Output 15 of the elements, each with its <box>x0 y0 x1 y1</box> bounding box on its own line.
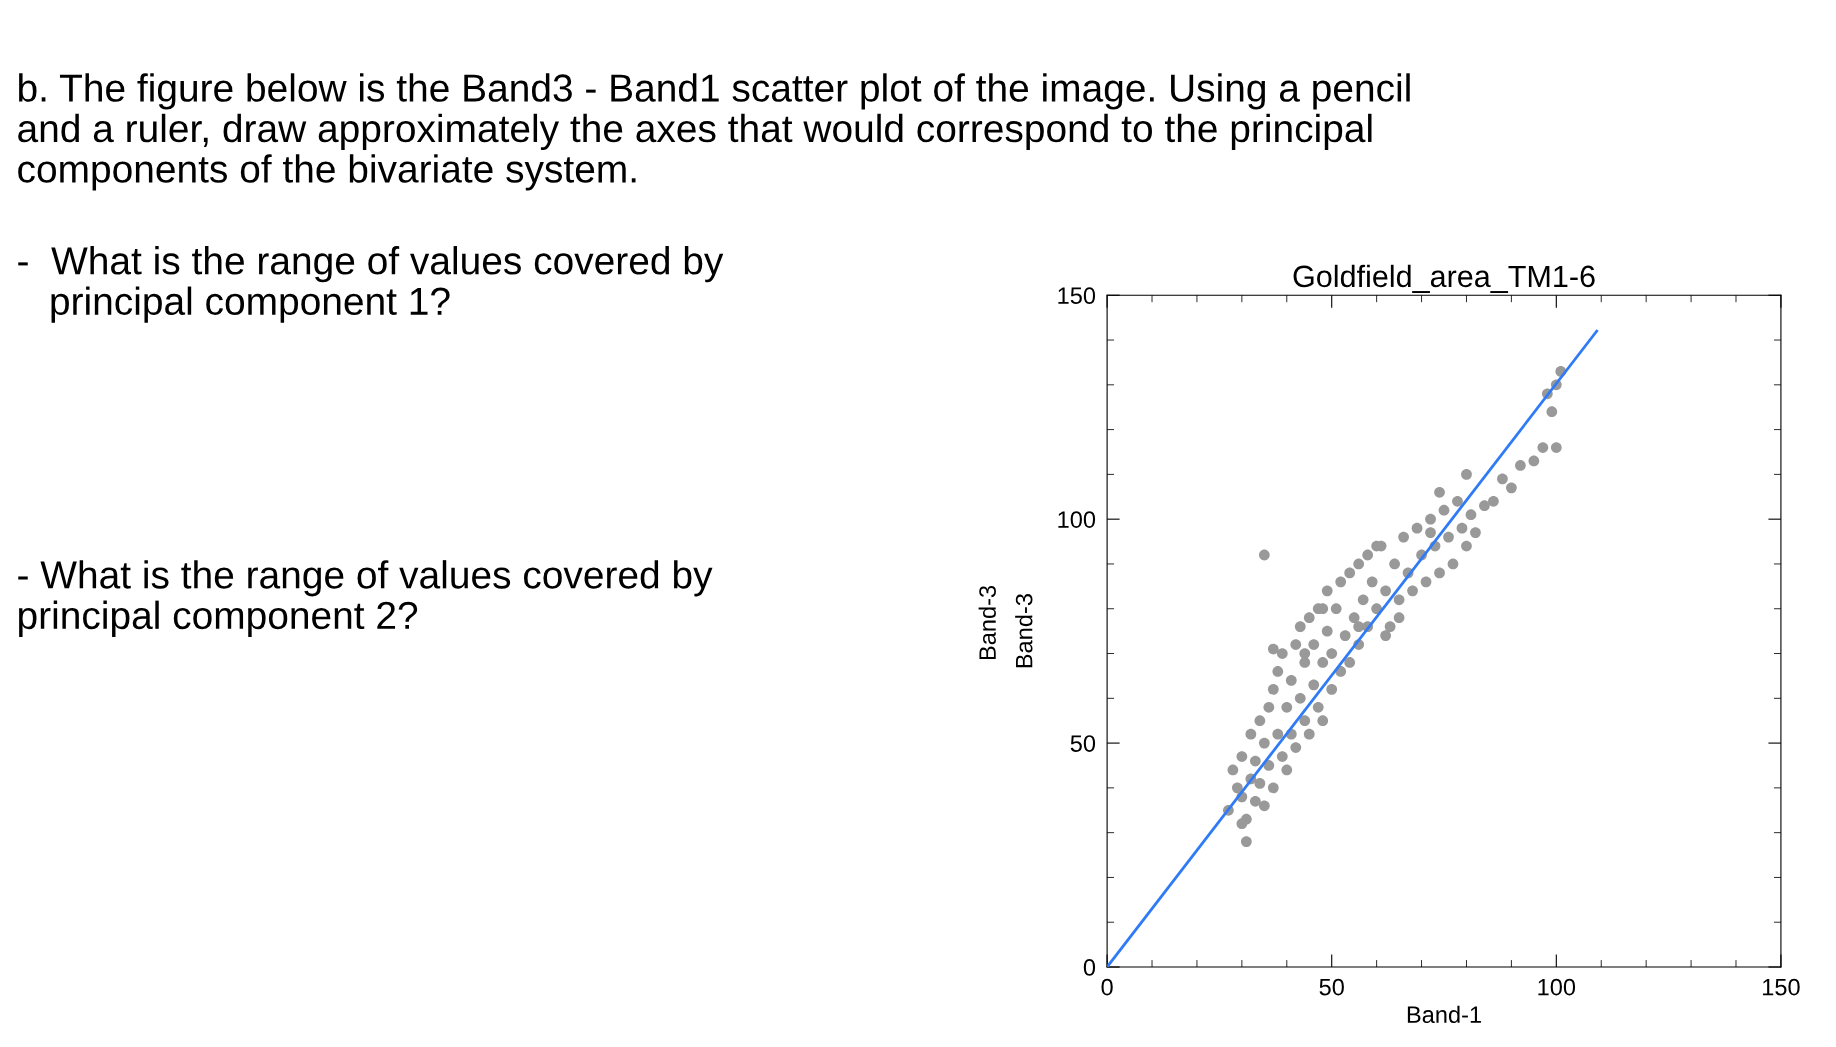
chart-title: Goldfield_area_TM1-6 <box>1293 264 1595 293</box>
text: b. The figure below is the Band3 - Band1 scatter plot of the image. Using a pencil and a ruler, draw approximately the axes that would correspond to the principal components of the bivariate system. <box>18 73 1410 191</box>
text: Band-3 <box>978 585 996 660</box>
y-tick-label: 0 <box>1083 959 1096 976</box>
x-tick-label: 50 <box>1319 978 1344 996</box>
x-tick-label: 150 <box>1763 978 1800 996</box>
y-tick-label: 50 <box>1070 735 1096 752</box>
x-tick-label: 100 <box>1538 978 1576 996</box>
x-tick-label: 0 <box>1101 978 1113 996</box>
text: - What is the range of values covered by principal component 1? <box>18 246 724 323</box>
y-tick-label: 150 <box>1058 287 1096 305</box>
text: - What is the range of values covered by principal component 2? <box>18 560 713 637</box>
y-tick-label: 100 <box>1058 511 1096 528</box>
x-axis-title: Band-1 <box>1407 1005 1481 1024</box>
y-axis-title: Band-3 <box>1015 594 1033 668</box>
